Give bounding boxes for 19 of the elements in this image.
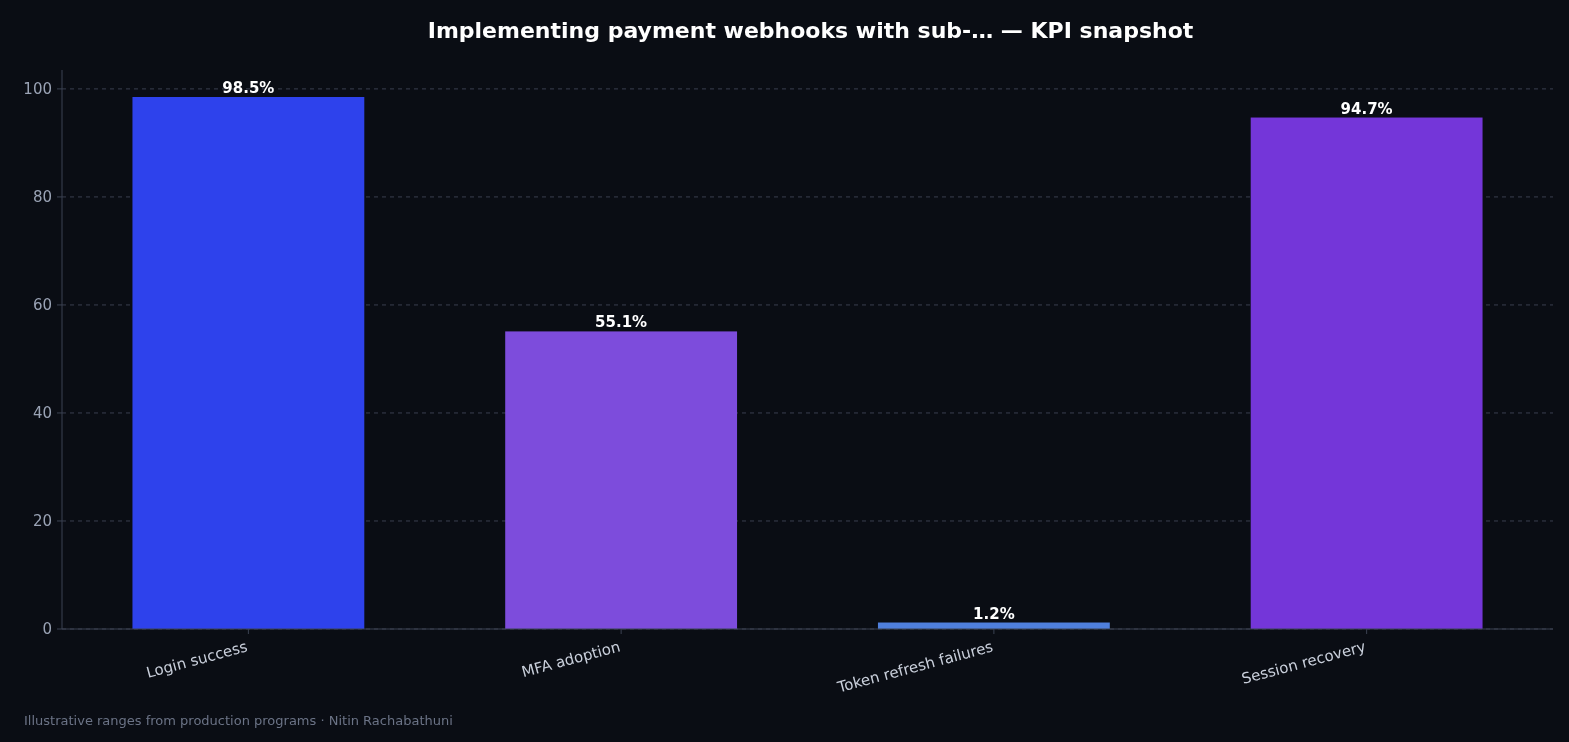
x-tick-label: Login success [144,637,250,682]
y-tick-label: 20 [32,511,52,530]
data-label: 94.7% [1340,99,1393,118]
y-tick-label: 0 [42,620,52,638]
y-tick-label: 60 [32,295,52,314]
data-label: 55.1% [595,313,648,332]
chart-title: Implementing payment webhooks with sub-… — KPI snapshot [427,18,1194,43]
bar [1250,117,1483,629]
data-label: 98.5% [222,79,275,97]
y-tick-label: 40 [32,403,52,422]
data-label: 1.2% [973,604,1015,623]
x-tick-label: Session recovery [1239,637,1368,688]
text: Illustrative ranges from production programs · Nitin Rachabathuni [24,713,453,728]
bar [505,331,738,629]
x-tick-label: Token refresh failures [834,637,996,697]
y-tick-label: 100 [23,79,52,98]
x-tick-label: MFA adoption [519,637,623,682]
bar [132,97,365,629]
y-tick-label: 80 [32,187,52,206]
